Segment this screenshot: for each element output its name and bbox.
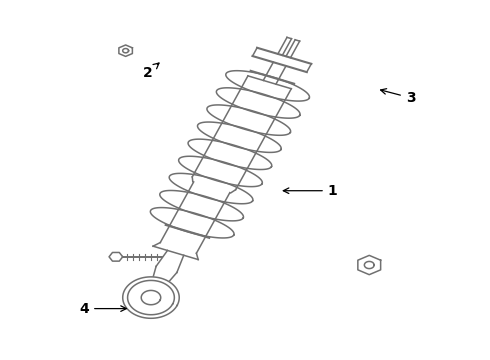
Text: 1: 1 [283,184,338,198]
Polygon shape [119,45,132,57]
Text: 3: 3 [381,89,416,105]
Text: 4: 4 [79,302,126,316]
Polygon shape [109,252,122,261]
Text: 2: 2 [143,63,159,80]
Polygon shape [358,255,381,275]
